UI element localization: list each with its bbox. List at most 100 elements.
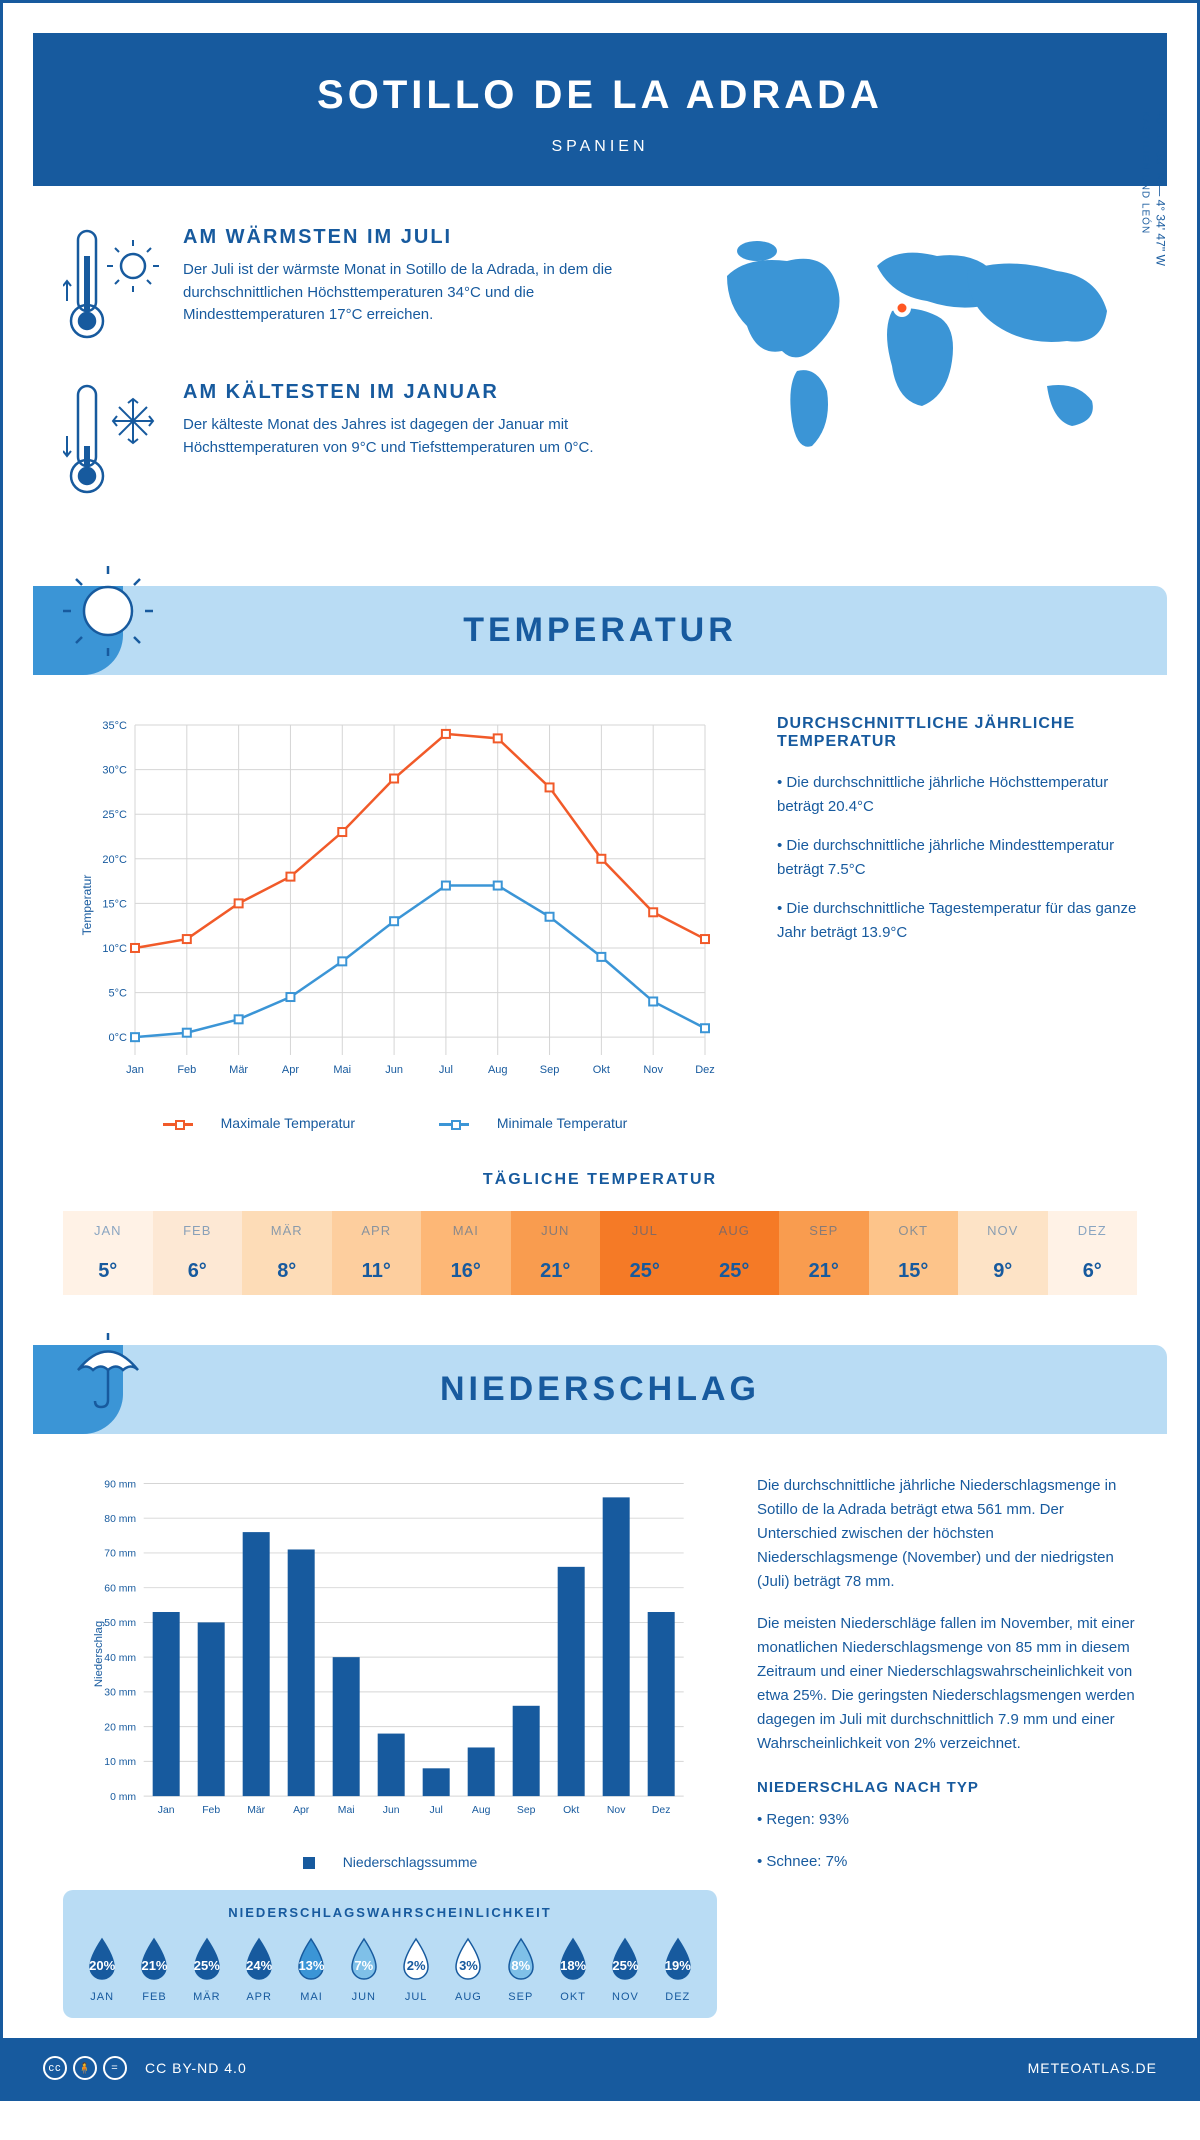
prob-cell: 8% SEP bbox=[497, 1935, 545, 2003]
precipitation-probability: NIEDERSCHLAGSWAHRSCHEINLICHKEIT 20% JAN … bbox=[63, 1890, 717, 2018]
svg-text:Aug: Aug bbox=[472, 1805, 491, 1816]
temp-cell: NOV9° bbox=[958, 1209, 1048, 1295]
temp-cell: DEZ6° bbox=[1048, 1209, 1138, 1295]
svg-text:Mai: Mai bbox=[338, 1805, 355, 1816]
prob-cell: 21% FEB bbox=[130, 1935, 178, 2003]
svg-text:Temperatur: Temperatur bbox=[80, 875, 94, 936]
svg-text:Nov: Nov bbox=[643, 1064, 663, 1076]
temp-cell: APR11° bbox=[332, 1209, 422, 1295]
svg-text:25°C: 25°C bbox=[102, 809, 127, 821]
svg-text:Jun: Jun bbox=[383, 1805, 400, 1816]
temp-cell: FEB6° bbox=[153, 1209, 243, 1295]
svg-text:5°C: 5°C bbox=[109, 988, 128, 1000]
svg-text:30 mm: 30 mm bbox=[104, 1688, 136, 1699]
warmest-title: AM WÄRMSTEN IM JULI bbox=[183, 226, 647, 249]
precipitation-chart: 0 mm10 mm20 mm30 mm40 mm50 mm60 mm70 mm8… bbox=[63, 1474, 717, 1834]
prob-cell: 3% AUG bbox=[444, 1935, 492, 2003]
site-name: METEOATLAS.DE bbox=[1028, 2060, 1157, 2076]
svg-text:0°C: 0°C bbox=[109, 1032, 128, 1044]
svg-text:Aug: Aug bbox=[488, 1064, 508, 1076]
precip-p2: Die meisten Niederschläge fallen im Nove… bbox=[757, 1612, 1137, 1756]
world-map: 40° 17' 36'' N — 4° 34' 47'' WKASTILIEN … bbox=[697, 226, 1137, 536]
svg-text:15°C: 15°C bbox=[102, 898, 127, 910]
prob-cell: 20% JAN bbox=[78, 1935, 126, 2003]
svg-text:Sep: Sep bbox=[540, 1064, 560, 1076]
cc-icon: cc bbox=[43, 2056, 67, 2080]
temp-cell: JUN21° bbox=[511, 1209, 601, 1295]
precip-type-title: NIEDERSCHLAG NACH TYP bbox=[757, 1776, 1137, 1800]
svg-text:Apr: Apr bbox=[282, 1064, 299, 1076]
prob-title: NIEDERSCHLAGSWAHRSCHEINLICHKEIT bbox=[78, 1905, 702, 1920]
svg-text:Mai: Mai bbox=[333, 1064, 351, 1076]
sun-icon bbox=[63, 566, 153, 656]
precipitation-title: NIEDERSCHLAG bbox=[63, 1370, 1137, 1409]
svg-text:Dez: Dez bbox=[695, 1064, 715, 1076]
prob-cell: 2% JUL bbox=[392, 1935, 440, 2003]
precip-p1: Die durchschnittliche jährliche Niedersc… bbox=[757, 1474, 1137, 1594]
temp-cell: MÄR8° bbox=[242, 1209, 332, 1295]
by-icon: 🧍 bbox=[73, 2056, 97, 2080]
svg-text:Jul: Jul bbox=[439, 1064, 453, 1076]
svg-text:Okt: Okt bbox=[593, 1064, 610, 1076]
prob-cell: 25% NOV bbox=[601, 1935, 649, 2003]
prob-cell: 19% DEZ bbox=[654, 1935, 702, 2003]
temperature-chart: 0°C 5°C 10°C 15°C 20°C 25°C 30°C 35°C Jan Feb Mär A… bbox=[63, 715, 727, 1131]
header: SOTILLO DE LA ADRADA SPANIEN bbox=[33, 33, 1167, 186]
thermometer-hot-icon bbox=[63, 226, 163, 346]
svg-text:50 mm: 50 mm bbox=[104, 1618, 136, 1629]
avg-max-text: • Die durchschnittliche jährliche Höchst… bbox=[777, 771, 1137, 819]
intro-section: AM WÄRMSTEN IM JULI Der Juli ist der wär… bbox=[63, 226, 1137, 536]
svg-text:0 mm: 0 mm bbox=[110, 1792, 136, 1803]
warmest-text: Der Juli ist der wärmste Monat in Sotill… bbox=[183, 259, 647, 327]
svg-text:Niederschlag: Niederschlag bbox=[93, 1621, 105, 1687]
temp-cell: SEP21° bbox=[779, 1209, 869, 1295]
license-text: CC BY-ND 4.0 bbox=[145, 2060, 247, 2076]
svg-text:Jan: Jan bbox=[126, 1064, 144, 1076]
avg-temp-title: DURCHSCHNITTLICHE JÄHRLICHE TEMPERATUR bbox=[777, 715, 1137, 751]
temperature-title: TEMPERATUR bbox=[63, 611, 1137, 650]
avg-min-text: • Die durchschnittliche jährliche Mindes… bbox=[777, 834, 1137, 882]
umbrella-icon bbox=[63, 1325, 153, 1415]
prob-cell: 25% MÄR bbox=[183, 1935, 231, 2003]
precipitation-section-header: NIEDERSCHLAG bbox=[33, 1345, 1167, 1434]
temp-cell: MAI16° bbox=[421, 1209, 511, 1295]
svg-text:Jan: Jan bbox=[158, 1805, 175, 1816]
coldest-text: Der kälteste Monat des Jahres ist dagege… bbox=[183, 414, 647, 459]
svg-text:Mär: Mär bbox=[229, 1064, 248, 1076]
thermometer-cold-icon bbox=[63, 381, 163, 501]
svg-text:80 mm: 80 mm bbox=[104, 1514, 136, 1525]
svg-text:40 mm: 40 mm bbox=[104, 1653, 136, 1664]
precip-rain: • Regen: 93% bbox=[757, 1808, 1137, 1832]
svg-text:10 mm: 10 mm bbox=[104, 1757, 136, 1768]
precip-legend: Niederschlagssumme bbox=[63, 1854, 717, 1870]
svg-text:Feb: Feb bbox=[177, 1064, 196, 1076]
license-icons: cc 🧍 = CC BY-ND 4.0 bbox=[43, 2056, 247, 2080]
svg-text:Jun: Jun bbox=[385, 1064, 403, 1076]
avg-day-text: • Die durchschnittliche Tagestemperatur … bbox=[777, 897, 1137, 945]
coldest-block: AM KÄLTESTEN IM JANUAR Der kälteste Mona… bbox=[63, 381, 647, 506]
daily-temperature-table: TÄGLICHE TEMPERATUR JAN5°FEB6°MÄR8°APR11… bbox=[63, 1171, 1137, 1295]
svg-text:70 mm: 70 mm bbox=[104, 1549, 136, 1560]
chart-legend: Maximale Temperatur Minimale Temperatur bbox=[63, 1115, 727, 1131]
svg-text:35°C: 35°C bbox=[102, 720, 127, 732]
svg-text:Jul: Jul bbox=[430, 1805, 443, 1816]
svg-text:Sep: Sep bbox=[517, 1805, 536, 1816]
prob-cell: 18% OKT bbox=[549, 1935, 597, 2003]
temperature-info: DURCHSCHNITTLICHE JÄHRLICHE TEMPERATUR •… bbox=[777, 715, 1137, 1131]
prob-cell: 24% APR bbox=[235, 1935, 283, 2003]
prob-cell: 7% JUN bbox=[340, 1935, 388, 2003]
footer: cc 🧍 = CC BY-ND 4.0 METEOATLAS.DE bbox=[3, 2038, 1197, 2098]
svg-text:30°C: 30°C bbox=[102, 765, 127, 777]
svg-text:Dez: Dez bbox=[652, 1805, 671, 1816]
daily-temp-title: TÄGLICHE TEMPERATUR bbox=[63, 1171, 1137, 1189]
temp-cell: JUL25° bbox=[600, 1209, 690, 1295]
nd-icon: = bbox=[103, 2056, 127, 2080]
svg-text:20°C: 20°C bbox=[102, 854, 127, 866]
temp-cell: AUG25° bbox=[690, 1209, 780, 1295]
country-subtitle: SPANIEN bbox=[53, 138, 1147, 156]
svg-text:Apr: Apr bbox=[293, 1805, 310, 1816]
precipitation-info: Die durchschnittliche jährliche Niedersc… bbox=[757, 1474, 1137, 2018]
warmest-block: AM WÄRMSTEN IM JULI Der Juli ist der wär… bbox=[63, 226, 647, 351]
svg-text:Okt: Okt bbox=[563, 1805, 579, 1816]
svg-text:10°C: 10°C bbox=[102, 943, 127, 955]
